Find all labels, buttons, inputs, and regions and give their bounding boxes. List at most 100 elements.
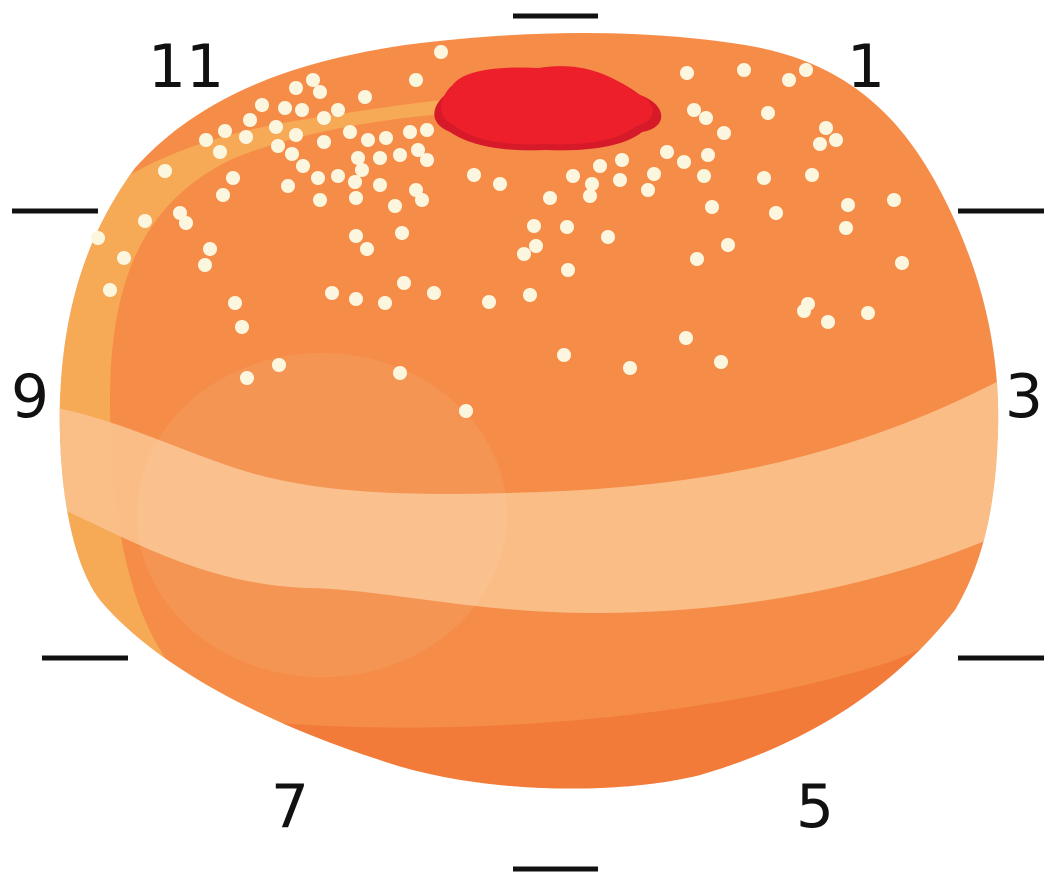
sugar-dot [281, 179, 295, 193]
label-9: 9 [11, 362, 49, 432]
sugar-dot [895, 256, 909, 270]
sugar-dot [278, 101, 292, 115]
sugar-dot [138, 214, 152, 228]
sugar-dot [331, 169, 345, 183]
sugar-dot [701, 148, 715, 162]
sugar-dot [615, 153, 629, 167]
sugar-dot [317, 111, 331, 125]
sugar-dot [393, 148, 407, 162]
sugar-dot [420, 123, 434, 137]
donut-glow [137, 353, 507, 677]
sugar-dot [705, 200, 719, 214]
sugar-dot [226, 171, 240, 185]
sugar-dot [228, 296, 242, 310]
sugar-dot [459, 404, 473, 418]
sugar-dot [467, 168, 481, 182]
sugar-dot [782, 73, 796, 87]
sugar-dot [255, 98, 269, 112]
sugar-dot [289, 81, 303, 95]
sugar-dot [769, 206, 783, 220]
label-1: 1 [847, 32, 885, 102]
sugar-dot [360, 242, 374, 256]
sugar-dot [203, 242, 217, 256]
jam [441, 66, 653, 145]
sugar-dot [269, 120, 283, 134]
sugar-dot [271, 139, 285, 153]
sugar-dot [601, 230, 615, 244]
sugar-dot [660, 145, 674, 159]
sugar-sprinkles [91, 45, 909, 418]
label-11: 11 [148, 32, 224, 102]
sugar-dot [687, 103, 701, 117]
sugar-dot [373, 151, 387, 165]
sugar-dot [103, 283, 117, 297]
sugar-dot [841, 198, 855, 212]
sugar-dot [819, 121, 833, 135]
sugar-dot [355, 163, 369, 177]
sugar-dot [317, 135, 331, 149]
sugar-dot [349, 292, 363, 306]
sugar-dot [415, 193, 429, 207]
sugar-dot [543, 191, 557, 205]
sugar-dot [805, 168, 819, 182]
sugar-dot [420, 153, 434, 167]
sugar-dot [373, 178, 387, 192]
sugar-dot [697, 169, 711, 183]
label-7: 7 [271, 772, 309, 842]
sugar-dot [216, 188, 230, 202]
sugar-dot [557, 348, 571, 362]
sugar-dot [613, 173, 627, 187]
sugar-dot [714, 355, 728, 369]
sugar-dot [361, 133, 375, 147]
donut-band [59, 375, 999, 614]
sugar-dot [243, 113, 257, 127]
sugar-dot [482, 295, 496, 309]
sugar-dot [331, 103, 345, 117]
sugar-dot [395, 226, 409, 240]
sugar-dot [585, 177, 599, 191]
sugar-dot [527, 219, 541, 233]
sugar-dot [647, 167, 661, 181]
sugar-dot [213, 145, 227, 159]
sugar-dot [799, 63, 813, 77]
sugar-dot [821, 315, 835, 329]
sugar-dot [198, 258, 212, 272]
sugar-dot [861, 306, 875, 320]
sugar-dot [690, 252, 704, 266]
sugar-dot [761, 106, 775, 120]
sugar-dot [813, 137, 827, 151]
sugar-dot [397, 276, 411, 290]
sugar-dot [409, 73, 423, 87]
sugar-dot [348, 175, 362, 189]
sugar-dot [493, 177, 507, 191]
sugar-dot [240, 371, 254, 385]
sugar-dot [239, 130, 253, 144]
sugar-dot [434, 45, 448, 59]
sugar-dot [351, 151, 365, 165]
sugar-dot [699, 111, 713, 125]
sugar-dot [349, 229, 363, 243]
sugar-dot [680, 66, 694, 80]
sugar-dot [388, 199, 402, 213]
sugar-dot [427, 286, 441, 300]
sugar-dot [721, 238, 735, 252]
sugar-dot [717, 126, 731, 140]
sugar-dot [411, 143, 425, 157]
sugar-dot [797, 304, 811, 318]
sugar-dot [235, 320, 249, 334]
sugar-dot [91, 231, 105, 245]
sugar-dot [566, 169, 580, 183]
sugar-dot [403, 125, 417, 139]
sugar-dot [829, 133, 843, 147]
sugar-dot [677, 155, 691, 169]
sugar-dot [272, 358, 286, 372]
label-3: 3 [1005, 362, 1043, 432]
sugar-dot [737, 63, 751, 77]
sugar-dot [306, 73, 320, 87]
sugar-dot [295, 103, 309, 117]
sugar-dot [117, 251, 131, 265]
sugar-dot [583, 189, 597, 203]
sugar-dot [641, 183, 655, 197]
sugar-dot [623, 361, 637, 375]
